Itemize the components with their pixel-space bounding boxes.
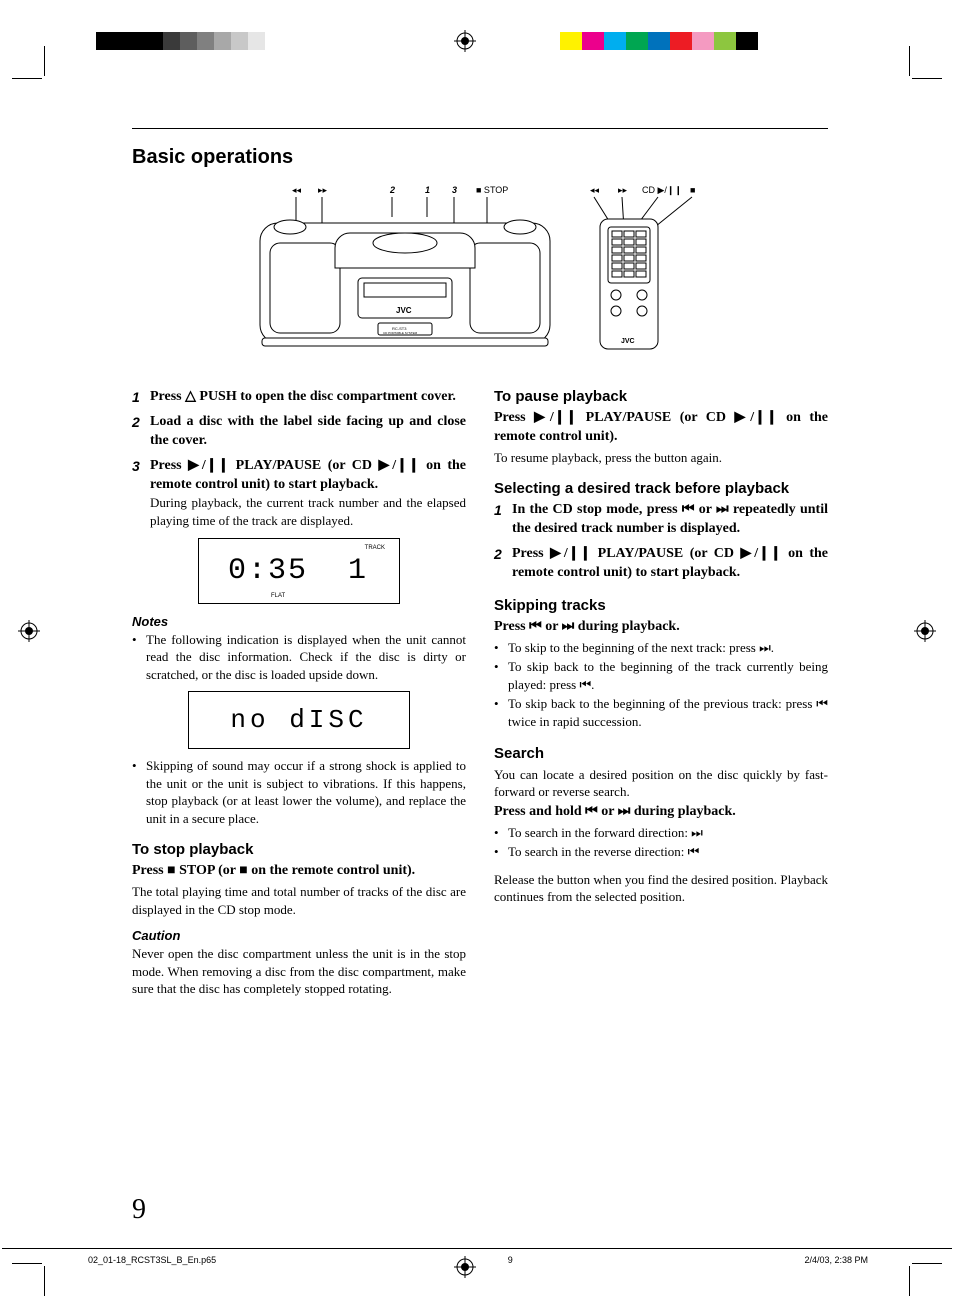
step-num: 2: [494, 545, 512, 583]
page: Basic operations ◂◂ ▸▸ 2 1 3 ■ STOP: [0, 0, 954, 1298]
lcd-track: 1: [348, 554, 370, 588]
page-title: Basic operations: [132, 146, 828, 169]
select-steps: 1 In the CD stop mode, press ⏮ or ⏭ repe…: [494, 501, 828, 583]
notes-list-2: Skipping of sound may occur if a strong …: [132, 757, 466, 827]
search-list: To search in the forward direction: ⏭ To…: [494, 824, 828, 861]
cropmark: [18, 1250, 58, 1290]
svg-text:3: 3: [452, 185, 457, 195]
skip-list: To skip to the beginning of the next tra…: [494, 639, 828, 731]
search-desc: You can locate a desired position on the…: [494, 766, 828, 801]
step-num: 1: [494, 501, 512, 539]
svg-text:▸▸: ▸▸: [318, 185, 328, 195]
columns: 1 Press △ PUSH to open the disc compartm…: [132, 388, 828, 1000]
registration-mark-icon: [18, 620, 40, 642]
list-item: To skip to the beginning of the next tra…: [508, 639, 774, 657]
pause-desc: To resume playback, press the button aga…: [494, 449, 828, 467]
product-diagram: ◂◂ ▸▸ 2 1 3 ■ STOP: [132, 183, 828, 368]
svg-text:JVC: JVC: [621, 338, 635, 345]
cropmark: [896, 52, 936, 92]
pause-heading: To pause playback: [494, 388, 828, 405]
lcd-label: TRACK: [365, 545, 385, 551]
step-sub: During playback, the current track numbe…: [150, 494, 466, 529]
svg-text:JVC: JVC: [396, 306, 412, 315]
footer-stamp: 2/4/03, 2:38 PM: [804, 1255, 868, 1265]
content-area: Basic operations ◂◂ ▸▸ 2 1 3 ■ STOP: [132, 128, 828, 1000]
stop-heading: To stop playback: [132, 841, 466, 858]
step-text: Press ▶/❙❙ PLAY/PAUSE (or CD ▶/❙❙ on the…: [512, 545, 828, 583]
basic-steps: 1 Press △ PUSH to open the disc compartm…: [132, 388, 466, 530]
step-num: 1: [132, 388, 150, 407]
svg-text:1: 1: [425, 185, 430, 195]
footer-file: 02_01-18_RCST3SL_B_En.p65: [88, 1255, 216, 1265]
skip-instruction: Press ⏮ or ⏭ during playback.: [494, 618, 828, 637]
lcd-display-nodisc: no dISC: [188, 691, 410, 749]
stop-desc: The total playing time and total number …: [132, 883, 466, 918]
step-text: Press △ PUSH to open the disc compartmen…: [150, 388, 456, 407]
note-item: Skipping of sound may occur if a strong …: [146, 757, 466, 827]
svg-text:◂◂: ◂◂: [590, 185, 600, 195]
column-right: To pause playback Press ▶/❙❙ PLAY/PAUSE …: [494, 388, 828, 1000]
step-num: 3: [132, 457, 150, 530]
caution-text: Never open the disc compartment unless t…: [132, 945, 466, 998]
note-item: The following indication is displayed wh…: [146, 631, 466, 684]
select-heading: Selecting a desired track before playbac…: [494, 480, 828, 497]
page-number: 9: [132, 1194, 146, 1226]
list-item: To search in the reverse direction: ⏮: [508, 843, 699, 861]
skip-heading: Skipping tracks: [494, 597, 828, 614]
svg-text:■ STOP: ■ STOP: [476, 185, 508, 195]
cropmark: [18, 52, 58, 92]
svg-text:CD PORTABLE SYSTEM: CD PORTABLE SYSTEM: [383, 331, 418, 335]
pause-instruction: Press ▶/❙❙ PLAY/PAUSE (or CD ▶/❙❙ on the…: [494, 409, 828, 447]
calibration-bar-gray: [96, 32, 300, 50]
step-text: In the CD stop mode, press ⏮ or ⏭ repeat…: [512, 501, 828, 539]
footer-sheet: 9: [508, 1255, 513, 1265]
search-heading: Search: [494, 745, 828, 762]
svg-text:CD ▶/❙❙: CD ▶/❙❙: [642, 185, 682, 196]
lcd-time: 0:35: [228, 554, 308, 588]
notes-list: The following indication is displayed wh…: [132, 631, 466, 684]
stop-instruction: Press ■ STOP (or ■ on the remote control…: [132, 862, 466, 881]
cropmark: [896, 1250, 936, 1290]
search-instruction: Press and hold ⏮ or ⏭ during playback.: [494, 803, 828, 822]
search-end: Release the button when you find the des…: [494, 871, 828, 906]
notes-heading: Notes: [132, 614, 466, 629]
footer-rule: [2, 1248, 952, 1249]
list-item: To skip back to the beginning of the pre…: [508, 695, 828, 730]
caution-heading: Caution: [132, 928, 466, 943]
step-num: 2: [132, 413, 150, 451]
svg-text:2: 2: [389, 185, 395, 195]
svg-text:▸▸: ▸▸: [618, 185, 628, 195]
list-item: To search in the forward direction: ⏭: [508, 824, 703, 842]
lcd-display-time: TRACK 0:35 1 FLAT: [198, 538, 400, 604]
registration-mark-icon: [914, 620, 936, 642]
calibration-bar-color: [560, 32, 758, 50]
column-left: 1 Press △ PUSH to open the disc compartm…: [132, 388, 466, 1000]
lcd-text: no dISC: [230, 705, 367, 735]
registration-mark-icon: [454, 30, 476, 52]
step-text: Press ▶/❙❙ PLAY/PAUSE (or CD ▶/❙❙ on the…: [150, 457, 466, 530]
svg-text:■: ■: [690, 185, 695, 195]
footer: 02_01-18_RCST3SL_B_En.p65 9 2/4/03, 2:38…: [88, 1255, 868, 1265]
step-text: Load a disc with the label side facing u…: [150, 413, 466, 451]
diagram-label: ◂◂: [292, 185, 302, 195]
list-item: To skip back to the beginning of the tra…: [508, 658, 828, 693]
lcd-label: FLAT: [271, 593, 285, 599]
